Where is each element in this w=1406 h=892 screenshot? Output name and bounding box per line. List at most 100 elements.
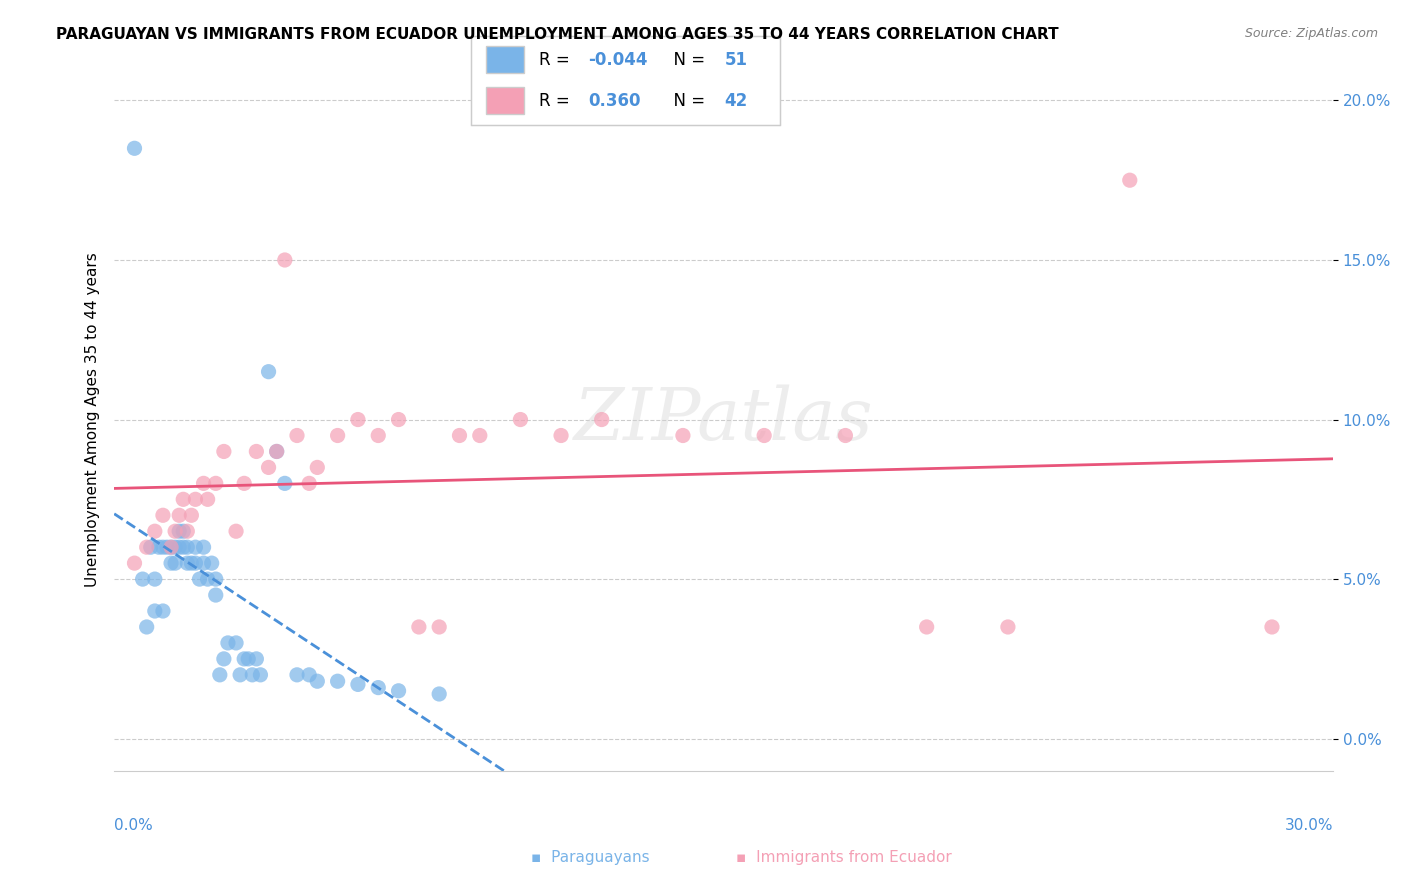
Point (249, 668, 271, 682)
Point (152, 508, 174, 523)
Point (307, 460, 329, 475)
Point (266, 444, 288, 458)
Text: R =: R = (538, 51, 575, 69)
Point (165, 524, 187, 539)
Point (274, 476, 297, 491)
Point (266, 444, 288, 458)
FancyBboxPatch shape (486, 87, 523, 114)
Point (201, 556, 224, 570)
FancyBboxPatch shape (486, 46, 523, 73)
Point (298, 668, 321, 682)
Point (143, 524, 166, 539)
Text: Source: ZipAtlas.com: Source: ZipAtlas.com (1244, 27, 1378, 40)
Point (238, 652, 260, 666)
Point (204, 476, 226, 491)
Point (240, 668, 263, 682)
Point (143, 572, 166, 586)
Point (167, 508, 190, 523)
Point (367, 681, 389, 695)
Point (204, 588, 226, 602)
Point (257, 460, 280, 475)
Point (167, 540, 190, 554)
Point (176, 540, 198, 554)
Point (165, 540, 187, 554)
Text: R =: R = (538, 92, 575, 110)
Point (156, 540, 179, 554)
Point (124, 556, 146, 570)
Point (326, 674, 349, 689)
Point (285, 428, 308, 442)
Point (997, 620, 1019, 634)
Point (193, 556, 215, 570)
Point (131, 572, 153, 586)
Point (509, 412, 531, 426)
Point (160, 556, 183, 570)
Point (550, 428, 572, 442)
Text: 42: 42 (724, 92, 748, 110)
Point (184, 492, 207, 507)
Point (347, 677, 370, 691)
Point (124, 141, 146, 155)
Point (193, 540, 215, 554)
Point (184, 540, 207, 554)
Point (672, 428, 695, 442)
Text: N =: N = (662, 92, 710, 110)
Point (233, 652, 256, 666)
Point (160, 540, 183, 554)
Point (148, 540, 170, 554)
Point (135, 620, 157, 634)
Point (160, 540, 183, 554)
Point (180, 508, 202, 523)
Point (184, 556, 207, 570)
Point (193, 476, 215, 491)
Point (135, 540, 157, 554)
Point (217, 636, 239, 650)
Point (176, 524, 198, 539)
Point (1261, 620, 1284, 634)
Point (152, 604, 174, 618)
Point (229, 668, 252, 682)
Text: 30.0%: 30.0% (1285, 819, 1333, 833)
Point (367, 428, 389, 442)
Y-axis label: Unemployment Among Ages 35 to 44 years: Unemployment Among Ages 35 to 44 years (86, 252, 100, 587)
Point (591, 412, 613, 426)
Point (274, 252, 297, 267)
Point (233, 476, 256, 491)
Point (172, 492, 194, 507)
Point (188, 572, 211, 586)
Point (347, 412, 370, 426)
Point (427, 687, 450, 701)
Point (468, 428, 491, 442)
Point (167, 524, 190, 539)
Text: 51: 51 (724, 51, 748, 69)
Text: 0.360: 0.360 (589, 92, 641, 110)
Text: ZIPatlas: ZIPatlas (574, 384, 873, 455)
Point (172, 524, 194, 539)
Text: PARAGUAYAN VS IMMIGRANTS FROM ECUADOR UNEMPLOYMENT AMONG AGES 35 TO 44 YEARS COR: PARAGUAYAN VS IMMIGRANTS FROM ECUADOR UN… (56, 27, 1059, 42)
Point (139, 540, 162, 554)
Point (449, 428, 471, 442)
Point (387, 412, 409, 426)
Point (208, 668, 231, 682)
Text: ▪  Immigrants from Ecuador: ▪ Immigrants from Ecuador (735, 850, 952, 865)
Point (834, 428, 856, 442)
Point (326, 428, 349, 442)
Point (257, 365, 280, 379)
Point (212, 652, 235, 666)
Point (245, 652, 267, 666)
Point (176, 556, 198, 570)
Point (307, 674, 329, 689)
Point (143, 604, 166, 618)
Point (408, 620, 430, 634)
Text: -0.044: -0.044 (589, 51, 648, 69)
Point (427, 620, 450, 634)
Point (180, 556, 202, 570)
Point (298, 476, 321, 491)
Point (245, 444, 267, 458)
Point (152, 540, 174, 554)
Text: N =: N = (662, 51, 710, 69)
Point (225, 524, 247, 539)
Point (754, 428, 776, 442)
Point (915, 620, 938, 634)
Text: 0.0%: 0.0% (114, 819, 153, 833)
